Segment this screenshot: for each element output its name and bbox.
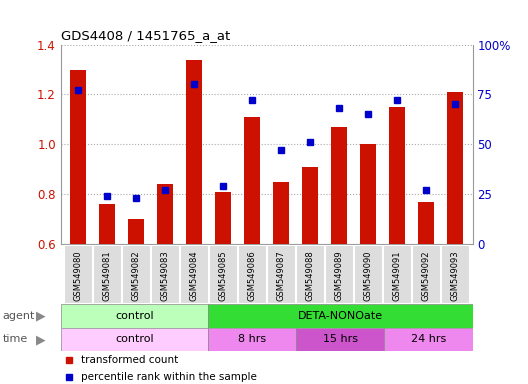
Bar [208,304,473,328]
Bar [208,328,296,351]
Text: GSM549085: GSM549085 [219,250,228,301]
Bar [441,245,469,303]
Bar [412,245,440,303]
Text: DETA-NONOate: DETA-NONOate [298,311,383,321]
Text: agent: agent [3,311,35,321]
Text: ▶: ▶ [36,309,45,322]
Text: GSM549088: GSM549088 [306,250,315,301]
Bar [296,328,384,351]
Text: transformed count: transformed count [81,356,178,366]
Bar [244,117,260,244]
Bar [354,245,382,303]
Bar [238,245,266,303]
Bar [325,245,353,303]
Bar [70,70,86,244]
Text: GSM549090: GSM549090 [364,250,373,301]
Text: GSM549082: GSM549082 [131,250,140,301]
Text: GSM549083: GSM549083 [161,250,169,301]
Text: time: time [3,334,28,344]
Bar [64,245,92,303]
Bar [447,92,463,244]
Bar [157,184,173,244]
Text: GSM549093: GSM549093 [451,250,460,301]
Bar [61,328,208,351]
Bar [186,60,202,244]
Bar [93,245,121,303]
Bar [383,245,411,303]
Text: GSM549080: GSM549080 [73,250,82,301]
Bar [151,245,179,303]
Bar [389,107,405,244]
Bar [209,245,237,303]
Text: 8 hrs: 8 hrs [238,334,266,344]
Bar [122,245,150,303]
Text: ▶: ▶ [36,333,45,346]
Text: percentile rank within the sample: percentile rank within the sample [81,372,257,382]
Text: GSM549087: GSM549087 [277,250,286,301]
Bar [128,219,144,244]
Text: GSM549081: GSM549081 [102,250,111,301]
Bar [215,192,231,244]
Bar [384,328,473,351]
Bar [331,127,347,244]
Bar [99,204,115,244]
Bar [296,245,324,303]
Text: GDS4408 / 1451765_a_at: GDS4408 / 1451765_a_at [61,29,230,42]
Text: GSM549092: GSM549092 [422,250,431,301]
Text: 15 hrs: 15 hrs [323,334,357,344]
Bar [418,202,434,244]
Bar [180,245,208,303]
Text: GSM549084: GSM549084 [190,250,199,301]
Text: 24 hrs: 24 hrs [411,334,446,344]
Bar [267,245,295,303]
Bar [302,167,318,244]
Text: control: control [115,334,154,344]
Bar [61,304,208,328]
Bar [360,144,376,244]
Text: control: control [115,311,154,321]
Bar [273,182,289,244]
Text: GSM549089: GSM549089 [335,250,344,301]
Text: GSM549091: GSM549091 [393,250,402,301]
Text: GSM549086: GSM549086 [248,250,257,301]
